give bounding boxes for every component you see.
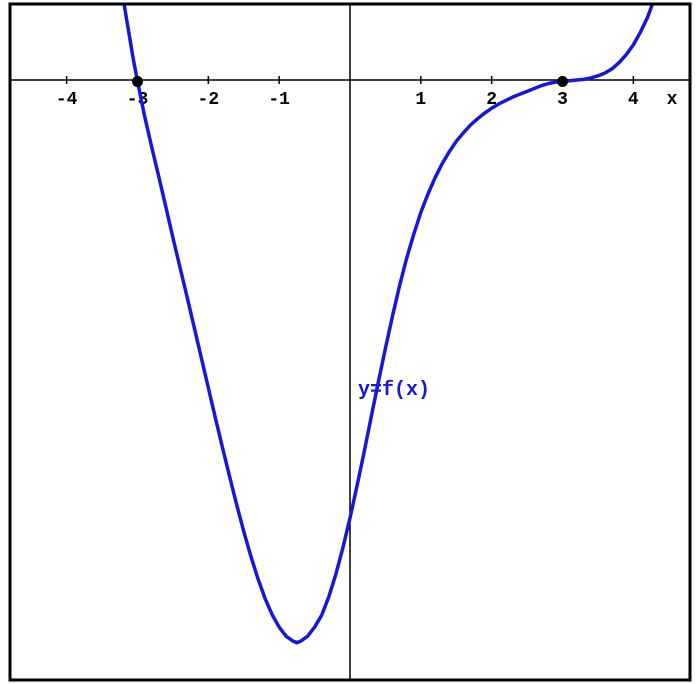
x-tick-label: 1 — [415, 90, 426, 110]
function-plot: -4-3-2-11234xy=f(x) — [0, 0, 700, 684]
x-tick-label: 4 — [628, 90, 639, 110]
x-tick-label: 3 — [557, 90, 568, 110]
x-tick-label: -4 — [56, 90, 78, 110]
x-tick-label: -3 — [127, 90, 149, 110]
chart-container: -4-3-2-11234xy=f(x) — [0, 0, 700, 684]
root-point — [133, 76, 143, 86]
function-label: y=f(x) — [358, 379, 430, 402]
x-tick-label: -2 — [198, 90, 220, 110]
x-tick-label: -1 — [268, 90, 290, 110]
x-axis-label: x — [667, 90, 678, 110]
root-point — [558, 76, 568, 86]
